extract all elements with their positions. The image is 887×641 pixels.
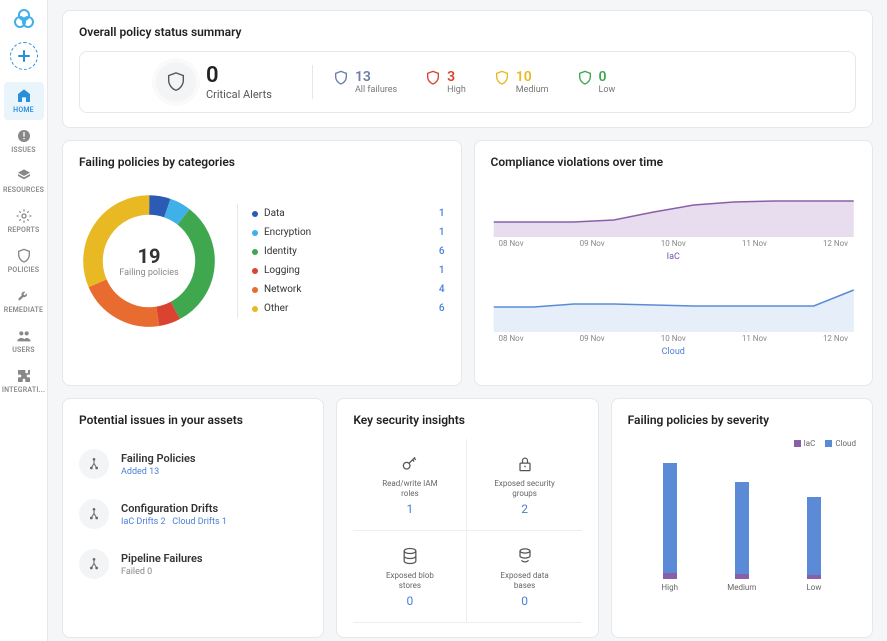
legend-logging[interactable]: Logging1 — [252, 261, 445, 280]
plus-icon — [17, 49, 31, 63]
db2-icon — [515, 545, 535, 567]
lock-icon — [515, 453, 535, 475]
shield-icon — [577, 69, 593, 87]
donut-center-count: 19 — [138, 244, 161, 268]
nav-integrati[interactable]: INTEGRATI... — [4, 362, 44, 400]
summary-title: Overall policy status summary — [79, 25, 856, 39]
severity-bar-chart: High Medium Low — [628, 452, 856, 592]
puzzle-icon — [16, 368, 32, 384]
wrench-icon — [16, 288, 32, 304]
bar-high: High — [645, 459, 695, 592]
app-logo — [12, 8, 36, 32]
users-icon — [16, 328, 32, 344]
insights-card: Key security insights Read/write IAMrole… — [336, 398, 598, 638]
stat-high: 3High — [425, 69, 466, 95]
insight-exposed-blob-stores[interactable]: Exposed blobstores0 — [353, 531, 467, 623]
compliance-card: Compliance violations over time 08 Nov09… — [474, 140, 874, 386]
insight-read-write-iam-roles[interactable]: Read/write IAMroles1 — [353, 439, 467, 531]
stat-low: 0Low — [577, 69, 616, 95]
nav-reports[interactable]: REPORTS — [4, 202, 44, 240]
sparkline-iac: 08 Nov09 Nov10 Nov11 Nov12 NovIaC — [491, 181, 857, 276]
nav-policies[interactable]: POLICIES — [4, 242, 44, 280]
legend-other[interactable]: Other6 — [252, 299, 445, 318]
compliance-title: Compliance violations over time — [491, 155, 857, 169]
db-icon — [400, 545, 420, 567]
sidebar: HOMEISSUESRESOURCESREPORTSPOLICIESREMEDI… — [0, 0, 48, 641]
issue-pipeline-failures[interactable]: Pipeline FailuresFailed 0 — [79, 539, 307, 589]
nav-users[interactable]: USERS — [4, 322, 44, 360]
nav-issues[interactable]: ISSUES — [4, 122, 44, 160]
issue-failing-policies[interactable]: Failing PoliciesAdded 13 — [79, 439, 307, 489]
legend-identity[interactable]: Identity6 — [252, 242, 445, 261]
insight-exposed-data-bases[interactable]: Exposed databases0 — [467, 531, 581, 623]
critical-label: Critical Alerts — [206, 88, 272, 101]
legend-network[interactable]: Network4 — [252, 280, 445, 299]
home-icon — [16, 88, 32, 104]
issues-card: Potential issues in your assets Failing … — [62, 398, 324, 638]
alert-icon — [16, 128, 32, 144]
severity-title: Failing policies by severity — [628, 413, 856, 427]
legend-data[interactable]: Data1 — [252, 204, 445, 223]
key-icon — [400, 453, 420, 475]
nav-remediate[interactable]: REMEDIATE — [4, 282, 44, 320]
issue-icon — [79, 499, 109, 529]
shield-icon — [494, 69, 510, 87]
bar-low: Low — [789, 459, 839, 592]
stat-medium: 10Medium — [494, 69, 549, 95]
issue-icon — [79, 449, 109, 479]
issue-configuration-drifts[interactable]: Configuration DriftsIaC Drifts 2 Cloud D… — [79, 489, 307, 539]
shield-icon — [333, 69, 349, 87]
issue-icon — [79, 549, 109, 579]
donut-chart: 19 Failing policies — [79, 191, 219, 331]
legend-encryption[interactable]: Encryption1 — [252, 223, 445, 242]
insights-title: Key security insights — [353, 413, 581, 427]
insight-exposed-security-groups[interactable]: Exposed securitygroups2 — [467, 439, 581, 531]
stat-all-failures: 13All failures — [333, 69, 397, 95]
critical-count: 0 — [206, 63, 272, 88]
donut-center-label: Failing policies — [119, 268, 178, 278]
nav-resources[interactable]: RESOURCES — [4, 162, 44, 200]
shield-icon — [16, 248, 32, 264]
severity-card: Failing policies by severity IaCCloud Hi… — [611, 398, 873, 638]
categories-card: Failing policies by categories 19 Failin… — [62, 140, 462, 386]
shield-icon — [425, 69, 441, 87]
donut-legend: Data1Encryption1Identity6Logging1Network… — [237, 204, 445, 318]
critical-shield-icon — [156, 62, 196, 102]
bar-medium: Medium — [717, 459, 767, 592]
nav-home[interactable]: HOME — [4, 82, 44, 120]
issues-title: Potential issues in your assets — [79, 413, 307, 427]
add-button[interactable] — [10, 42, 38, 70]
summary-card: Overall policy status summary 0 Critical… — [62, 10, 873, 128]
categories-title: Failing policies by categories — [79, 155, 445, 169]
main-content: Overall policy status summary 0 Critical… — [48, 0, 887, 641]
gear-icon — [16, 208, 32, 224]
sparkline-cloud: 08 Nov09 Nov10 Nov11 Nov12 NovCloud — [491, 276, 857, 371]
layers-icon — [16, 168, 32, 184]
